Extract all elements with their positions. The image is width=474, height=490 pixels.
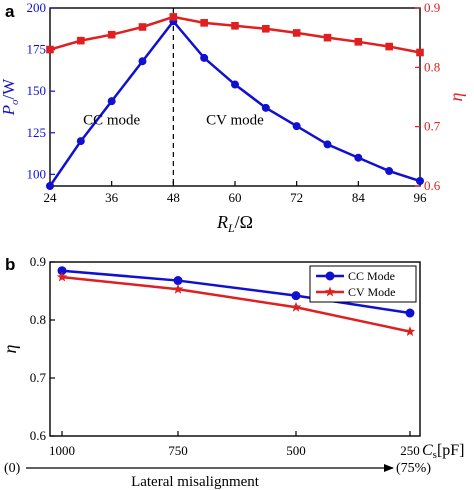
data-point-cc-mode bbox=[405, 308, 415, 318]
legend-marker-cc bbox=[325, 271, 335, 281]
x-label-sub-a: L bbox=[227, 221, 235, 235]
x-label-main-b: C bbox=[422, 442, 433, 459]
y-left-tick-label: 100 bbox=[27, 166, 47, 181]
data-point-cv-mode bbox=[172, 283, 184, 294]
data-point-efficiency bbox=[77, 36, 85, 45]
y-right-tick-label: 0.9 bbox=[424, 0, 440, 15]
data-point-power bbox=[107, 97, 116, 106]
annotation-cv-mode: CV mode bbox=[206, 112, 264, 128]
data-point-efficiency bbox=[354, 38, 363, 46]
y-left-label-main: P bbox=[0, 105, 18, 116]
data-point-cv-mode bbox=[56, 271, 68, 282]
data-point-cv-mode bbox=[404, 326, 416, 337]
x-tick-label-b: 500 bbox=[286, 443, 306, 458]
legend-label-cc: CC Mode bbox=[348, 269, 395, 283]
y-left-tick-label: 175 bbox=[27, 42, 47, 57]
y-right-label: η bbox=[446, 92, 466, 101]
x-tick-label-a: 48 bbox=[167, 190, 180, 205]
legend: CC Mode CV Mode bbox=[309, 265, 417, 303]
legend-marker-cv bbox=[324, 286, 336, 297]
y-axis-label-left: Po/W bbox=[0, 78, 21, 117]
y-left-tick-label: 150 bbox=[27, 83, 47, 98]
data-point-efficiency bbox=[169, 13, 178, 21]
misalignment-label: Lateral misalignment bbox=[131, 474, 260, 490]
data-point-power bbox=[292, 122, 301, 131]
data-point-power bbox=[200, 53, 209, 62]
y-right-tick-label: 0.8 bbox=[424, 59, 440, 74]
chart-b: b 1000 750 500 250 0.6 0.7 0.8 0.9 CC Mode CV … bbox=[0, 254, 465, 490]
misalignment-start-label: (0) bbox=[4, 461, 21, 476]
data-point-power bbox=[231, 80, 239, 89]
x-axis-label-a: RL/Ω bbox=[216, 212, 253, 235]
x-tick-label-a: 36 bbox=[105, 190, 119, 205]
chart-a: a 24 36 48 60 72 84 96 100 125 150 175 200 0.6 0.7 0… bbox=[0, 0, 466, 235]
data-point-power bbox=[46, 182, 54, 190]
data-point-power bbox=[416, 177, 424, 186]
x-tick-label-b: 750 bbox=[168, 443, 188, 458]
data-point-efficiency bbox=[107, 30, 116, 39]
x-label-main-a: R bbox=[216, 212, 228, 232]
panel-label-b: b bbox=[5, 255, 15, 274]
x-label-unit-a: /Ω bbox=[235, 212, 253, 232]
x-label-sub-b: s bbox=[433, 449, 437, 461]
data-point-efficiency bbox=[416, 48, 424, 57]
y-left-label-unit: /W bbox=[0, 78, 18, 100]
x-tick-label-a: 84 bbox=[352, 190, 366, 205]
x-tick-label-a: 60 bbox=[229, 190, 242, 205]
y-left-tick-label: 125 bbox=[27, 125, 47, 140]
y-label-b: η bbox=[0, 344, 20, 353]
legend-box bbox=[309, 265, 417, 303]
data-point-power bbox=[261, 103, 270, 112]
data-point-efficiency bbox=[138, 23, 147, 31]
data-point-cc-mode bbox=[291, 291, 301, 301]
y-axis-label-b: η bbox=[0, 344, 20, 353]
data-point-power bbox=[385, 167, 394, 176]
x-tick-label-a: 72 bbox=[290, 190, 303, 205]
legend-label-cv: CV Mode bbox=[348, 285, 395, 299]
x-axis-label-b: Cs[pF] bbox=[422, 442, 465, 461]
x-tick-label-b: 250 bbox=[400, 443, 420, 458]
data-point-efficiency bbox=[385, 42, 393, 51]
y-left-tick-label: 200 bbox=[27, 0, 47, 15]
plot-frame-b bbox=[49, 261, 421, 437]
data-point-cc-mode bbox=[57, 266, 67, 276]
misalignment-end-label: (75%) bbox=[396, 461, 431, 476]
series-line-b-0 bbox=[61, 269, 411, 315]
data-point-power bbox=[138, 57, 147, 66]
y-axis-label-right: η bbox=[446, 92, 466, 101]
data-point-power bbox=[354, 153, 363, 162]
data-point-power bbox=[323, 140, 332, 149]
data-point-efficiency bbox=[46, 45, 54, 54]
x-label-unit-b: [pF] bbox=[437, 442, 465, 459]
data-point-efficiency bbox=[262, 24, 270, 33]
panel-label-a: a bbox=[5, 2, 15, 21]
series-line-a-0 bbox=[48, 19, 421, 187]
y-tick-label-b: 0.9 bbox=[30, 254, 46, 269]
x-tick-label-a: 24 bbox=[44, 190, 58, 205]
data-point-efficiency bbox=[292, 29, 301, 37]
x-tick-label-a: 96 bbox=[414, 190, 428, 205]
series-line-b-1 bbox=[61, 275, 411, 333]
y-tick-label-b: 0.8 bbox=[30, 312, 46, 327]
data-point-efficiency bbox=[323, 33, 332, 42]
data-point-efficiency bbox=[231, 22, 239, 30]
x-tick-label-b: 1000 bbox=[49, 443, 75, 458]
y-right-tick-label: 0.6 bbox=[424, 178, 441, 193]
data-point-cc-mode bbox=[173, 276, 183, 286]
svg-text:Po/W: Po/W bbox=[0, 78, 21, 117]
data-point-cv-mode bbox=[290, 301, 302, 312]
y-right-tick-label: 0.7 bbox=[424, 119, 441, 134]
data-point-power bbox=[76, 137, 85, 146]
y-left-label-sub: o bbox=[9, 99, 21, 105]
y-tick-label-b: 0.6 bbox=[30, 428, 47, 443]
y-tick-label-b: 0.7 bbox=[30, 370, 47, 385]
data-point-efficiency bbox=[200, 19, 208, 27]
annotation-cc-mode: CC mode bbox=[83, 112, 140, 128]
